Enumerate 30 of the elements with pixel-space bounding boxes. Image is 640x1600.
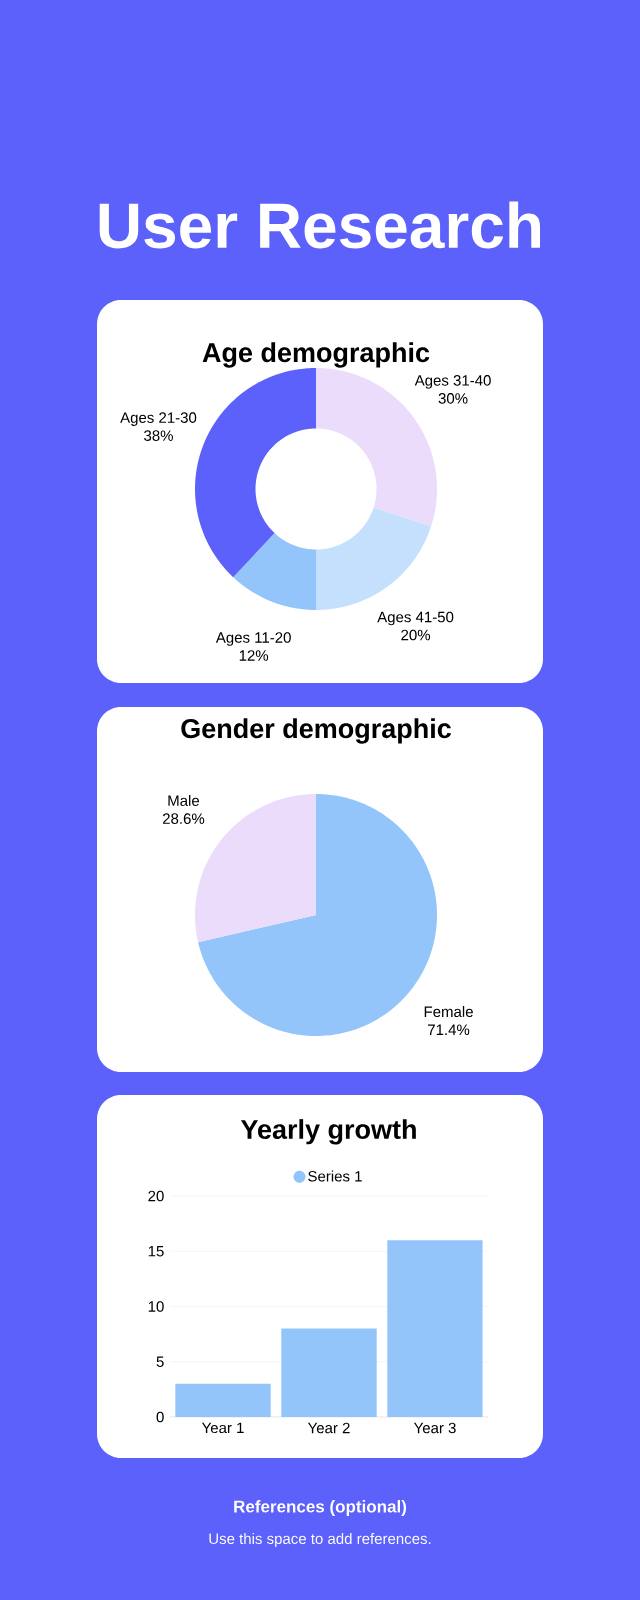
y-tick-label: 15: [148, 1246, 164, 1257]
y-tick-label: 5: [156, 1356, 164, 1367]
data-label: 30%: [438, 393, 468, 404]
slice-label: Male: [168, 794, 200, 806]
y-tick-label: 10: [148, 1301, 164, 1312]
x-tick-label: Year 2: [307, 1422, 350, 1434]
slice-label: Ages 21-30: [120, 412, 197, 426]
slice-label: Ages 41-50: [377, 611, 454, 626]
y-tick-label: 20: [148, 1190, 164, 1202]
bar: [281, 1328, 377, 1417]
data-label: 20%: [401, 629, 431, 641]
chart-title: Gender demographic: [181, 718, 451, 744]
data-label: 38%: [144, 430, 173, 441]
bar: [387, 1240, 483, 1417]
data-label: 12%: [239, 650, 269, 661]
slice-label: Ages 31-40: [414, 375, 491, 389]
text: User Research: [99, 201, 541, 249]
data-label: 71.4%: [428, 1024, 470, 1035]
y-tick-label: 0: [156, 1411, 164, 1423]
data-label: 28.6%: [162, 813, 205, 824]
text: Use this space to add references.: [209, 1533, 431, 1547]
x-tick-label: Year 3: [413, 1422, 456, 1434]
legend-label: Series 1: [308, 1170, 362, 1182]
bar: [175, 1383, 271, 1417]
text: References (optional): [234, 1500, 407, 1516]
x-tick-label: Year 1: [201, 1422, 244, 1434]
slice-label: Female: [424, 1006, 473, 1018]
slice-label: Ages 11-20: [215, 632, 291, 646]
chart-title: Age demographic: [202, 342, 430, 368]
chart-title: Yearly growth: [240, 1119, 416, 1145]
